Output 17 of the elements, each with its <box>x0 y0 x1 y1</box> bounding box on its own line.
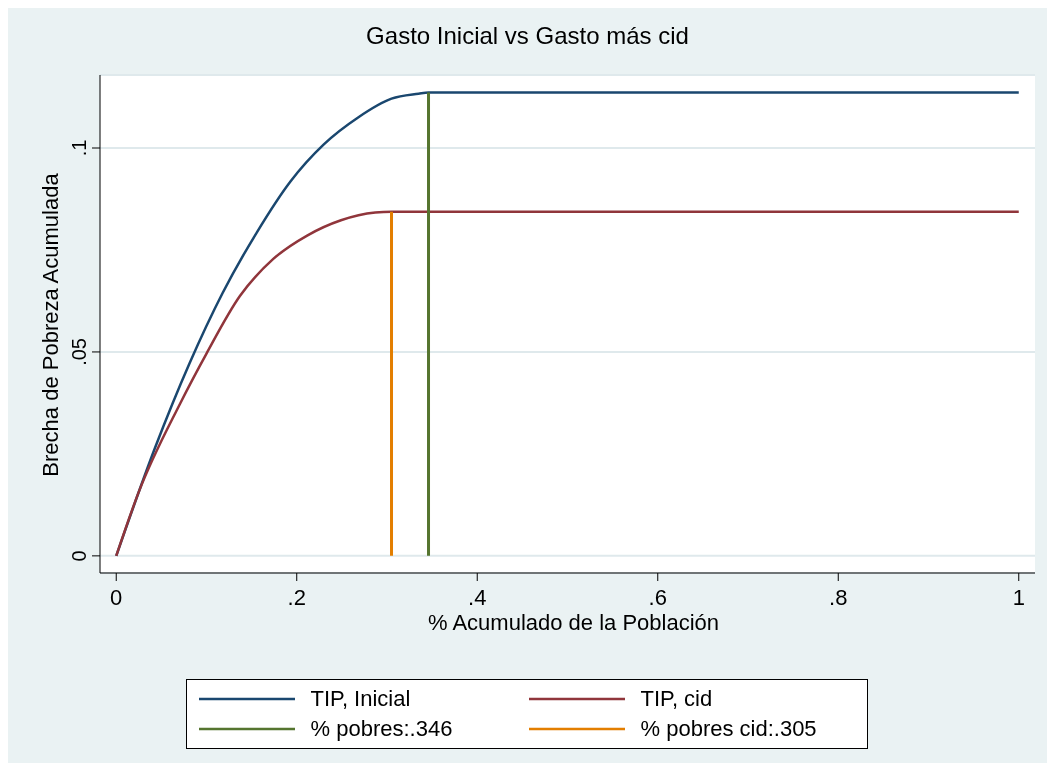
x-tick-label: .8 <box>829 584 848 610</box>
x-tick-label: .2 <box>287 584 306 610</box>
legend-label: TIP, cid <box>640 686 713 712</box>
legend-label: TIP, Inicial <box>310 686 411 712</box>
y-tick-label: 0 <box>68 550 90 562</box>
x-axis-title: % Acumulado de la Población <box>426 610 721 636</box>
y-tick-label: .1 <box>68 139 90 157</box>
y-tick-label: .05 <box>68 338 90 366</box>
y-axis-title: Brecha de Pobreza Acumulada <box>38 173 64 477</box>
x-tick-label: 1 <box>1012 584 1025 610</box>
x-tick-label: 0 <box>110 584 123 610</box>
chart-title: Gasto Inicial vs Gasto más cid <box>365 22 690 50</box>
legend-label: % pobres cid:.305 <box>640 716 817 742</box>
line-series <box>115 210 1021 558</box>
x-tick-label: .6 <box>648 584 667 610</box>
legend-label: % pobres:.346 <box>310 716 453 742</box>
x-tick-label: .4 <box>468 584 487 610</box>
